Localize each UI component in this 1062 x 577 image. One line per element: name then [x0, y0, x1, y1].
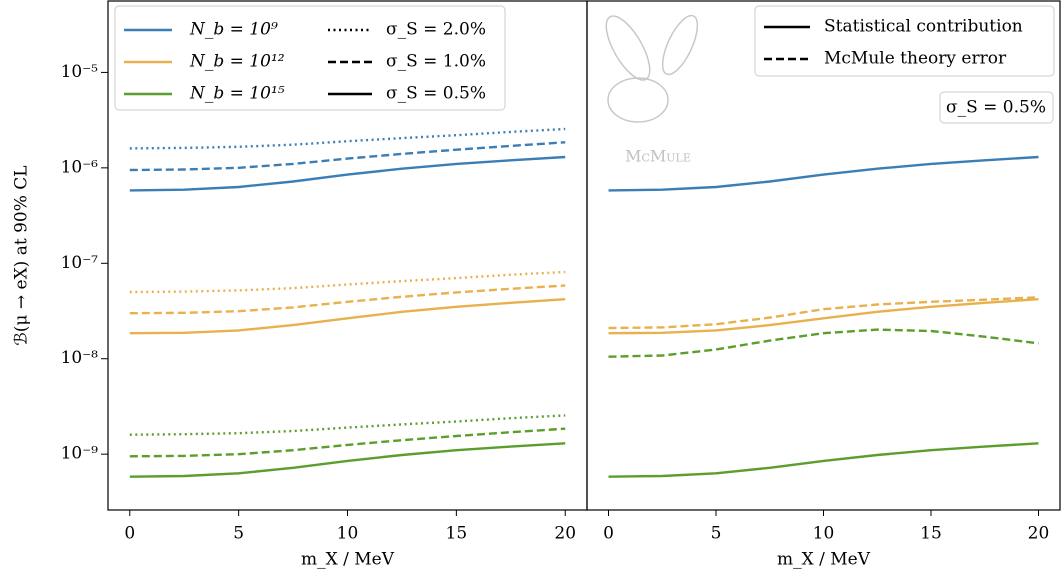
data-line: [129, 427, 566, 458]
data-line: [129, 414, 566, 436]
annotation: σ_S = 0.5%: [946, 98, 1046, 118]
legend-box: [754, 5, 1055, 77]
logo-text: McMule: [625, 147, 691, 166]
data-line: [129, 155, 566, 192]
logo-wing: [661, 14, 699, 76]
plot-frame: [586, 0, 1061, 511]
data-line: [129, 298, 566, 335]
y-axis-label: ℬ(μ → eX) at 90% CL: [12, 165, 32, 345]
legend-label: N_b = 10¹⁵: [189, 84, 285, 104]
legend-label: Statistical contribution: [824, 17, 1023, 37]
legend-label: σ_S = 2.0%: [386, 20, 486, 40]
annotation-box: [939, 91, 1054, 124]
legend-label: McMule theory error: [824, 49, 1007, 69]
y-tick-label: 10⁻⁹: [61, 444, 99, 464]
legend-label: σ_S = 1.0%: [386, 52, 486, 72]
legend-label: σ_S = 0.5%: [386, 84, 486, 104]
y-tick-label: 10⁻⁷: [61, 253, 99, 273]
data-line: [608, 296, 1039, 330]
y-tick-label: 10⁻⁶: [61, 157, 99, 177]
data-line: [129, 442, 566, 478]
x-tick-label: 15: [920, 524, 942, 544]
x-axis-label: m_X / MeV: [777, 550, 871, 570]
legend-label: N_b = 10¹²: [189, 52, 285, 72]
x-tick-label: 5: [233, 524, 244, 544]
x-tick-label: 15: [446, 524, 468, 544]
legend-label: N_b = 10⁹: [189, 20, 278, 40]
data-line: [608, 298, 1039, 335]
legend-box: [114, 5, 506, 111]
logo-body: [607, 77, 669, 123]
x-tick-label: 20: [554, 524, 576, 544]
x-axis-label: m_X / MeV: [301, 550, 395, 570]
x-tick-label: 0: [124, 524, 135, 544]
x-tick-label: 20: [1028, 524, 1050, 544]
data-line: [608, 155, 1039, 192]
x-tick-label: 10: [813, 524, 835, 544]
x-tick-label: 5: [711, 524, 722, 544]
data-line: [129, 141, 566, 172]
data-line: [129, 270, 566, 294]
data-line: [608, 328, 1039, 358]
logo-wing: [605, 15, 651, 81]
y-tick-label: 10⁻⁸: [61, 348, 99, 368]
logo: [605, 14, 699, 123]
data-line: [608, 442, 1039, 478]
x-tick-label: 10: [337, 524, 359, 544]
y-tick-label: 10⁻⁵: [61, 62, 99, 82]
data-line: [129, 284, 566, 315]
data-line: [129, 127, 566, 150]
x-tick-label: 0: [603, 524, 614, 544]
